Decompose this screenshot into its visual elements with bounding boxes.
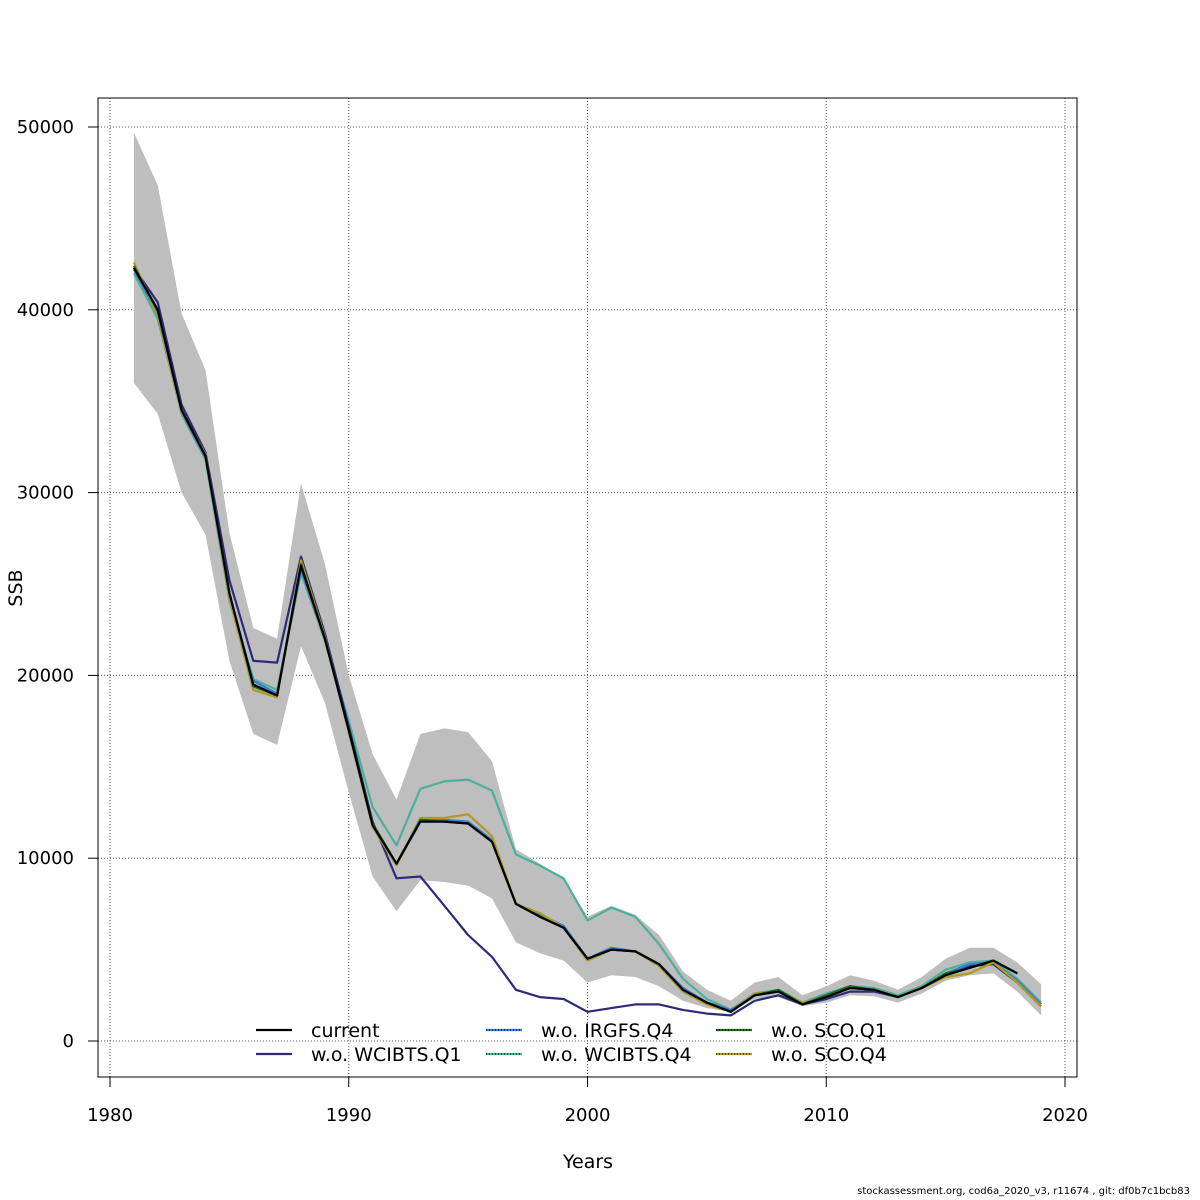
- x-tick-label: 1990: [326, 1105, 372, 1126]
- x-tick-label: 2020: [1042, 1105, 1088, 1126]
- x-tick-label: 2000: [565, 1105, 611, 1126]
- legend-item: w.o. WCIBTS.Q1: [256, 1044, 462, 1066]
- x-tick-label: 1980: [87, 1105, 133, 1126]
- legend-item: w.o. SCO.Q1: [716, 1020, 887, 1042]
- legend-label: w.o. WCIBTS.Q1: [311, 1044, 462, 1066]
- legend-item: current: [256, 1020, 380, 1042]
- y-tick-label: 50000: [17, 117, 74, 138]
- legend-label: w.o. WCIBTS.Q4: [541, 1044, 692, 1066]
- legend-item: w.o. IRGFS.Q4: [486, 1020, 673, 1042]
- legend-label: w.o. SCO.Q1: [771, 1020, 887, 1042]
- y-axis-title: SSB: [5, 569, 27, 606]
- x-axis-title: Years: [562, 1151, 613, 1173]
- x-tick-label: 2010: [803, 1105, 849, 1126]
- legend-item: w.o. SCO.Q4: [716, 1044, 887, 1066]
- confidence-band: [133, 132, 1042, 1016]
- legend-item: w.o. WCIBTS.Q4: [486, 1044, 692, 1066]
- footnote: stockassessment.org, cod6a_2020_v3, r116…: [857, 1186, 1190, 1197]
- x-axis: 1980 1990 2000 2010 2020: [87, 1076, 1088, 1126]
- legend-label: w.o. IRGFS.Q4: [541, 1020, 673, 1042]
- y-axis: 0 10000 20000 30000 40000 50000: [17, 117, 99, 1052]
- grid: [98, 98, 1077, 1077]
- legend-label: w.o. SCO.Q4: [771, 1044, 887, 1066]
- series-line-current: [132, 267, 1018, 1013]
- confidence-band-layer: [133, 132, 1042, 1016]
- y-tick-label: 40000: [17, 300, 74, 321]
- series-layer: [132, 261, 1042, 1017]
- legend-label: current: [311, 1020, 380, 1042]
- y-tick-label: 10000: [17, 848, 74, 869]
- y-tick-label: 20000: [17, 665, 74, 686]
- y-tick-label: 30000: [17, 483, 74, 504]
- y-tick-label: 0: [63, 1031, 74, 1052]
